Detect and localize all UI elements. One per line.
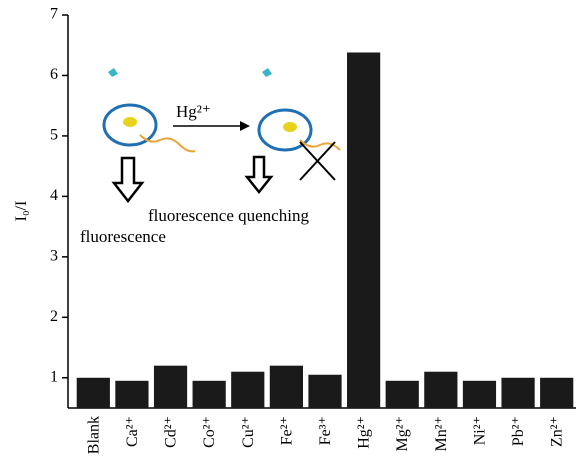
icon bbox=[108, 68, 118, 77]
bar bbox=[270, 366, 303, 408]
y-tick-label: 4 bbox=[50, 187, 58, 204]
bar bbox=[501, 378, 534, 408]
bar bbox=[308, 375, 341, 408]
icon bbox=[300, 142, 335, 180]
y-tick-label: 2 bbox=[50, 308, 58, 325]
illustration: Hg²⁺ fluorescence quenching fluorescence bbox=[80, 68, 340, 246]
bar bbox=[347, 52, 380, 408]
arrow bbox=[114, 158, 142, 201]
y-axis-label: I₀/I bbox=[13, 201, 30, 222]
y-tick-label: 1 bbox=[50, 368, 58, 385]
x-tick-label: Ni²⁺ bbox=[471, 416, 488, 445]
chart: Hg²⁺ fluorescence quenching fluorescence… bbox=[0, 0, 576, 468]
annotation: fluorescence quenching bbox=[148, 206, 309, 225]
bar bbox=[115, 381, 148, 408]
icon bbox=[123, 117, 137, 127]
x-tick-label: Mn²⁺ bbox=[433, 416, 450, 451]
y-tick-label: 5 bbox=[50, 127, 58, 144]
y-tick-label: 6 bbox=[50, 66, 58, 83]
x-tick-label: Ca²⁺ bbox=[124, 416, 141, 447]
x-tick-label: Pb²⁺ bbox=[510, 416, 527, 446]
x-tick-label: Co²⁺ bbox=[201, 416, 218, 448]
y-tick-label: 7 bbox=[50, 6, 58, 23]
bar bbox=[540, 378, 573, 408]
arrow bbox=[247, 157, 271, 192]
annotation: Hg²⁺ bbox=[176, 102, 211, 121]
x-tick-label: Cd²⁺ bbox=[163, 416, 180, 448]
x-tick-label: Fe²⁺ bbox=[278, 416, 295, 445]
annotation: fluorescence bbox=[80, 227, 166, 246]
x-tick-label: Cu²⁺ bbox=[240, 416, 257, 448]
y-tick-label: 3 bbox=[50, 248, 58, 265]
x-tick-label: Mg²⁺ bbox=[394, 416, 411, 451]
icon bbox=[262, 68, 272, 77]
x-tick-label: Fe³⁺ bbox=[317, 416, 334, 445]
x-tick-label: Zn²⁺ bbox=[549, 416, 566, 447]
bar bbox=[463, 381, 496, 408]
arrow bbox=[240, 121, 250, 131]
bar bbox=[77, 378, 110, 408]
x-tick-label: Blank bbox=[85, 416, 102, 454]
icon bbox=[283, 122, 297, 132]
bar bbox=[424, 372, 457, 408]
bar bbox=[154, 366, 187, 408]
bar bbox=[193, 381, 226, 408]
bar bbox=[231, 372, 264, 408]
bar bbox=[386, 381, 419, 408]
x-tick-label: Hg²⁺ bbox=[356, 416, 373, 449]
